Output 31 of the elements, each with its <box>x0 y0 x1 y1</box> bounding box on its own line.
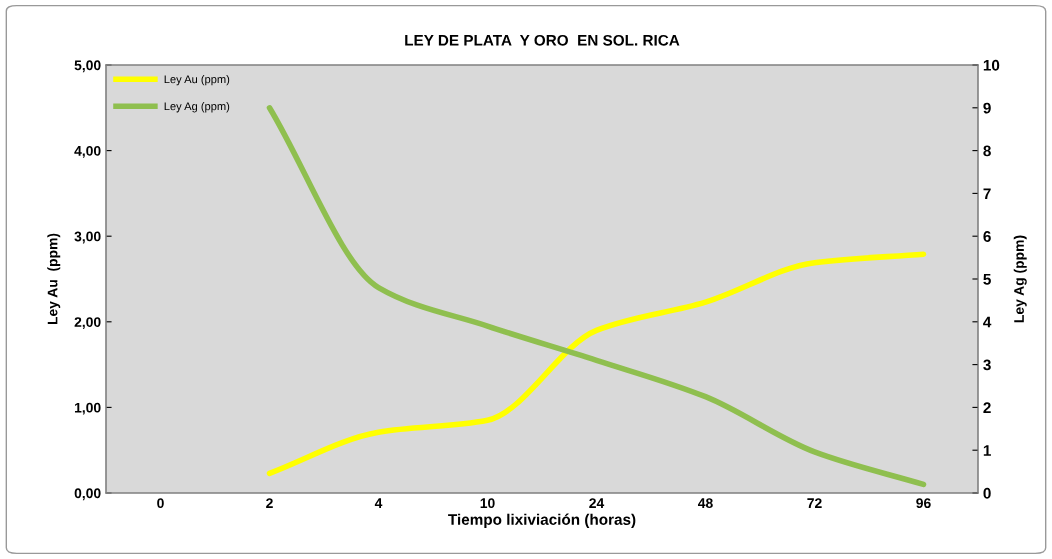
y2-tick-label: 8 <box>983 145 991 157</box>
x-tick-label: 72 <box>807 498 822 508</box>
y2-tick-label: 6 <box>983 231 991 242</box>
y2-tick-label: 3 <box>983 359 991 371</box>
y2-tick-label: 0 <box>983 487 991 499</box>
y-tick-label: 2,00 <box>74 317 101 329</box>
y2-tick-label: 5 <box>983 274 991 285</box>
x-tick-label: 0 <box>157 498 164 509</box>
y-tick-label: 0,00 <box>74 488 101 501</box>
y2-tick-label: 9 <box>983 102 991 114</box>
x-tick-label: 2 <box>266 498 273 508</box>
x-axis-title: Tiempo lixiviación (horas) <box>448 513 636 528</box>
legend-label: Ley Au (ppm) <box>164 75 230 86</box>
y-axis-title: Ley Au (ppm) <box>47 233 61 325</box>
y-tick-label: 3,00 <box>74 231 101 244</box>
x-tick-label: 4 <box>374 498 383 508</box>
x-tick-label: 48 <box>697 498 713 509</box>
y2-tick-label: 4 <box>983 316 992 328</box>
y2-axis-title: Ley Ag (ppm) <box>1013 235 1027 323</box>
y-tick-label: 1,00 <box>74 402 101 415</box>
x-tick-label: 10 <box>480 498 495 509</box>
chart-title: LEY DE PLATA Y ORO EN SOL. RICA <box>405 34 680 46</box>
y-tick-label: 5,00 <box>74 60 101 73</box>
legend-label: Ley Ag (ppm) <box>164 102 230 113</box>
y2-tick-label: 10 <box>983 59 1000 71</box>
x-tick-label: 96 <box>916 498 931 509</box>
y-tick-label: 4,00 <box>74 145 101 158</box>
x-tick-label: 24 <box>589 498 605 508</box>
y2-tick-label: 7 <box>983 188 991 199</box>
y2-tick-label: 2 <box>983 402 991 413</box>
y2-tick-label: 1 <box>983 445 991 456</box>
